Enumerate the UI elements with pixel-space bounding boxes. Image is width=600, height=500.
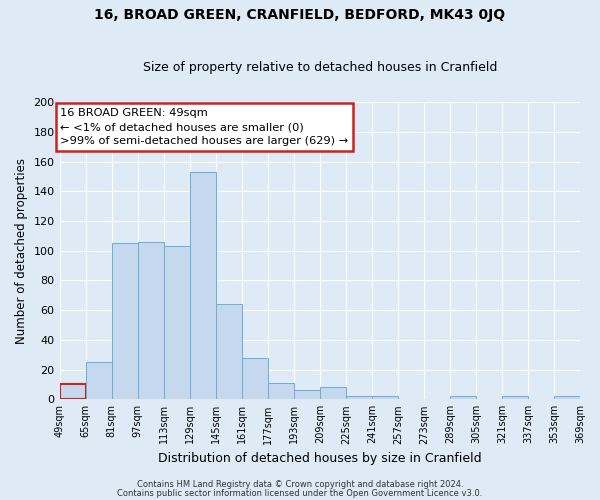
Bar — [320, 388, 346, 400]
Text: Contains HM Land Registry data © Crown copyright and database right 2024.: Contains HM Land Registry data © Crown c… — [137, 480, 463, 489]
Y-axis label: Number of detached properties: Number of detached properties — [15, 158, 28, 344]
Bar — [86, 362, 112, 400]
Bar — [554, 396, 580, 400]
X-axis label: Distribution of detached houses by size in Cranfield: Distribution of detached houses by size … — [158, 452, 482, 465]
Title: Size of property relative to detached houses in Cranfield: Size of property relative to detached ho… — [143, 62, 497, 74]
Bar — [215, 304, 242, 400]
Bar — [112, 243, 137, 400]
Bar — [346, 396, 372, 400]
Bar — [268, 383, 294, 400]
Bar — [190, 172, 215, 400]
Bar — [242, 358, 268, 400]
Bar — [164, 246, 190, 400]
Bar — [502, 396, 528, 400]
Bar — [294, 390, 320, 400]
Bar — [59, 384, 86, 400]
Text: 16, BROAD GREEN, CRANFIELD, BEDFORD, MK43 0JQ: 16, BROAD GREEN, CRANFIELD, BEDFORD, MK4… — [94, 8, 506, 22]
Bar — [372, 396, 398, 400]
Bar — [137, 242, 164, 400]
Text: 16 BROAD GREEN: 49sqm
← <1% of detached houses are smaller (0)
>99% of semi-deta: 16 BROAD GREEN: 49sqm ← <1% of detached … — [61, 108, 349, 146]
Bar — [450, 396, 476, 400]
Text: Contains public sector information licensed under the Open Government Licence v3: Contains public sector information licen… — [118, 488, 482, 498]
